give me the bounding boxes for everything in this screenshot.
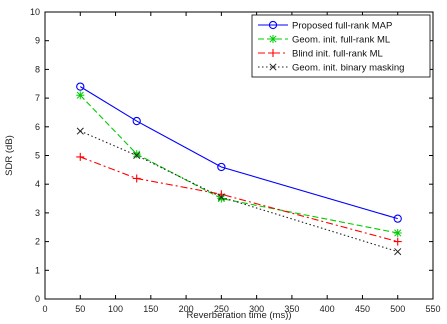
y-tick-label: 7 [35,93,40,103]
series-markers [76,82,402,256]
x-tick-label: 0 [42,304,47,314]
series-line [80,156,398,243]
marker-star [132,150,141,159]
x-tick-label: 550 [425,304,440,314]
x-tick-label: 200 [179,304,194,314]
marker-plus [269,49,277,57]
x-tick-label: 100 [108,304,123,314]
series-line [79,86,398,220]
y-tick-label: 6 [35,122,40,132]
x-tick-label: 350 [284,304,299,314]
y-tick-label: 8 [35,64,40,74]
marker-x [217,193,225,201]
series-lines [79,86,398,253]
y-tick-label: 5 [35,151,40,161]
x-tick-label: 500 [390,304,405,314]
y-tick-label: 4 [35,179,40,189]
series-line [80,130,398,253]
legend-label: Blind init. full-rank ML [292,49,383,60]
marker-star [269,35,277,43]
marker-x [76,127,84,135]
marker-x [269,63,277,71]
marker-star [76,91,85,100]
y-tick-label: 3 [35,208,40,218]
y-tick-label: 10 [30,7,40,17]
x-tick-label: 300 [249,304,264,314]
x-tick-label: 250 [214,304,229,314]
x-tick-label: 150 [143,304,158,314]
marker-plus [132,174,141,183]
marker-star [393,228,402,237]
legend: Proposed full-rank MAP Geom. init. full-r… [251,14,431,78]
y-tick-label: 2 [35,237,40,247]
marker-circle [76,82,85,91]
x-tick-label: 50 [75,304,85,314]
marker-x [133,151,141,160]
marker-circle [268,20,278,30]
x-axis-label: Reverberation time (ms)) [186,310,291,321]
axis-ticks: 0 50 100 150 200 250 300 350 400 450 500 550 0 1 2 3 4 5 6… [30,7,441,314]
marker-circle [393,214,402,223]
x-tick-label: 450 [355,304,370,314]
y-tick-label: 9 [35,36,40,46]
marker-plus [76,152,85,161]
x-tick-label: 400 [320,304,335,314]
legend-label: Geom. init. binary masking [292,63,404,74]
marker-circle [217,162,226,172]
legend-label: Geom. init. full-rank ML [292,35,390,46]
marker-plus [393,237,402,246]
marker-star [217,194,226,203]
marker-circle [132,116,141,126]
y-tick-label: 0 [35,294,40,304]
y-axis-label: SDR (dB) [4,135,15,176]
y-tick-label: 1 [35,265,40,275]
marker-x [394,248,402,256]
legend-label: Proposed full-rank MAP [292,21,392,32]
